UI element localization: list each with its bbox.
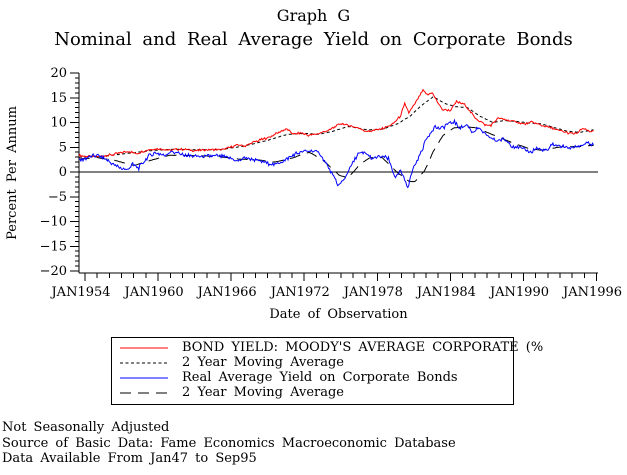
svg-text:JAN1984: JAN1984	[415, 285, 476, 300]
svg-text:0: 0	[59, 165, 67, 180]
chart-title: Graph G	[276, 6, 351, 25]
legend-label: 2 Year Moving Average	[182, 385, 344, 400]
series-line-3	[78, 125, 594, 183]
legend-item: BOND YIELD: MOODY'S AVERAGE CORPORATE (%	[112, 340, 543, 355]
series-line-0	[78, 88, 594, 159]
chart-subtitle: Nominal and Real Average Yield on Corpor…	[54, 29, 573, 50]
solid-red-line-sample	[120, 347, 168, 348]
svg-text:JAN1996: JAN1996	[561, 285, 622, 300]
svg-text:JAN1972: JAN1972	[269, 285, 330, 300]
svg-text:−10: −10	[40, 215, 67, 230]
series-line-2	[78, 118, 594, 189]
svg-text:JAN1978: JAN1978	[342, 285, 403, 300]
legend-label: BOND YIELD: MOODY'S AVERAGE CORPORATE (%	[182, 340, 544, 355]
legend-item: 2 Year Moving Average	[112, 355, 513, 370]
svg-text:Percent Per Annum: Percent Per Annum	[5, 106, 20, 240]
svg-text:JAN1966: JAN1966	[196, 285, 257, 300]
series-line-1	[78, 96, 594, 158]
svg-text:JAN1960: JAN1960	[123, 285, 184, 300]
svg-text:−5: −5	[48, 190, 67, 205]
legend-item: Real Average Yield on Corporate Bonds	[112, 370, 513, 385]
footnote-line: Not Seasonally Adjusted	[2, 420, 170, 435]
svg-text:15: 15	[50, 91, 67, 106]
svg-text:−20: −20	[40, 264, 67, 279]
footnote-line: Source of Basic Data: Fame Economics Mac…	[2, 435, 456, 451]
svg-text:Date of Observation: Date of Observation	[269, 307, 408, 322]
svg-text:20: 20	[50, 66, 67, 81]
solid-blue-line-sample	[120, 377, 168, 378]
short-dash-line-sample	[120, 362, 168, 363]
svg-text:JAN1954: JAN1954	[49, 285, 110, 300]
svg-text:10: 10	[50, 116, 67, 131]
legend-label: 2 Year Moving Average	[182, 355, 344, 370]
chart-plot-area: 20 15 10 5 0 −5 −10 −15 −20 JAN1954 JAN1960 JAN1966…	[5, 66, 622, 322]
svg-text:−15: −15	[40, 239, 67, 254]
long-dash-line-sample	[120, 392, 168, 393]
legend-box: BOND YIELD: MOODY'S AVERAGE CORPORATE (%…	[111, 337, 543, 405]
footnotes: Not Seasonally Adjusted Source of Basic …	[2, 420, 456, 467]
legend-label: Real Average Yield on Corporate Bonds	[182, 370, 458, 385]
legend-item: 2 Year Moving Average	[112, 385, 513, 400]
footnote-line: Data Available From Jan47 to Sep95	[2, 451, 257, 466]
svg-text:JAN1990: JAN1990	[488, 285, 549, 300]
svg-text:5: 5	[59, 140, 67, 155]
